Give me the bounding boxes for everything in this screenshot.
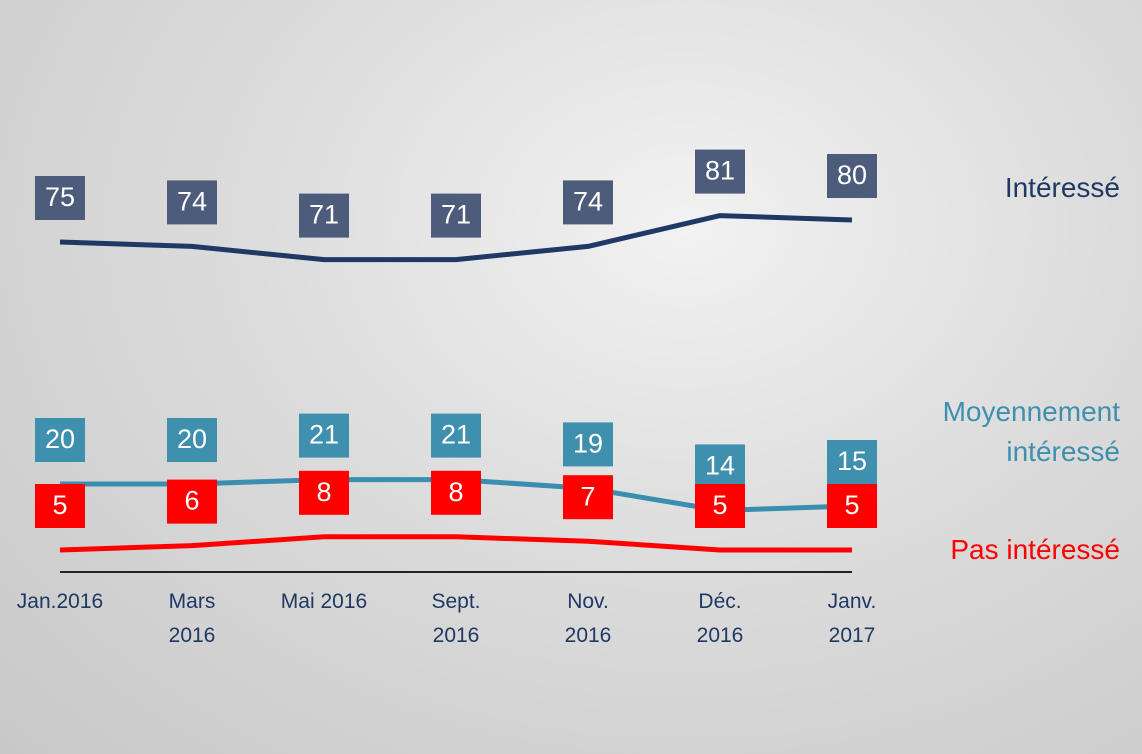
x-tick-label: Janv. 2017 xyxy=(827,590,877,647)
data-label: 8 xyxy=(448,477,463,507)
label-box xyxy=(167,479,217,524)
legend-label: Intéressé xyxy=(1004,172,1120,203)
data-label: 15 xyxy=(837,446,867,476)
data-label: 75 xyxy=(45,182,75,212)
data-label: 20 xyxy=(45,424,75,454)
data-label: 19 xyxy=(573,429,603,459)
label-box xyxy=(563,180,613,225)
label-box xyxy=(35,418,85,462)
data-label: 8 xyxy=(316,477,331,507)
data-label: 5 xyxy=(52,490,67,520)
data-label: 6 xyxy=(184,486,199,516)
x-tick-label: Nov. 2016 xyxy=(564,590,612,647)
label-box xyxy=(695,149,745,194)
x-tick-label: Jan.2016 xyxy=(16,590,104,613)
data-label: 14 xyxy=(705,451,735,481)
data-label: 80 xyxy=(837,160,867,190)
series-line xyxy=(59,213,853,263)
data-label: 81 xyxy=(705,156,735,186)
label-box xyxy=(431,470,481,515)
label-box xyxy=(431,413,481,458)
label-box xyxy=(827,440,877,484)
label-box xyxy=(167,418,217,462)
data-label: 71 xyxy=(309,200,339,230)
data-label: 74 xyxy=(177,187,207,217)
label-box xyxy=(563,422,613,467)
label-box xyxy=(431,193,481,238)
data-label: 71 xyxy=(441,200,471,230)
x-tick-label: Sept. 2016 xyxy=(431,590,481,647)
label-box xyxy=(35,484,85,528)
data-label: 5 xyxy=(712,490,727,520)
label-box xyxy=(299,193,349,238)
label-box xyxy=(695,444,745,489)
label-box xyxy=(299,470,349,515)
x-tick-label: Déc. 2016 xyxy=(696,590,744,647)
label-box xyxy=(827,154,877,198)
label-box xyxy=(299,413,349,458)
label-box xyxy=(695,484,745,528)
label-box xyxy=(827,484,877,528)
x-tick-label: Mars 2016 xyxy=(168,590,216,647)
data-label: 74 xyxy=(573,187,603,217)
label-box xyxy=(563,475,613,520)
label-box xyxy=(167,180,217,225)
label-box xyxy=(35,176,85,220)
x-tick-label: Mai 2016 xyxy=(280,590,368,613)
data-label: 5 xyxy=(844,490,859,520)
data-label: 20 xyxy=(177,424,207,454)
legend-label: Moyennement intéressé xyxy=(942,396,1120,467)
data-label: 21 xyxy=(309,420,339,450)
series-line xyxy=(59,534,852,553)
data-label: 7 xyxy=(580,481,595,511)
data-label: 21 xyxy=(441,420,471,450)
legend-label: Pas intéressé xyxy=(950,534,1120,565)
